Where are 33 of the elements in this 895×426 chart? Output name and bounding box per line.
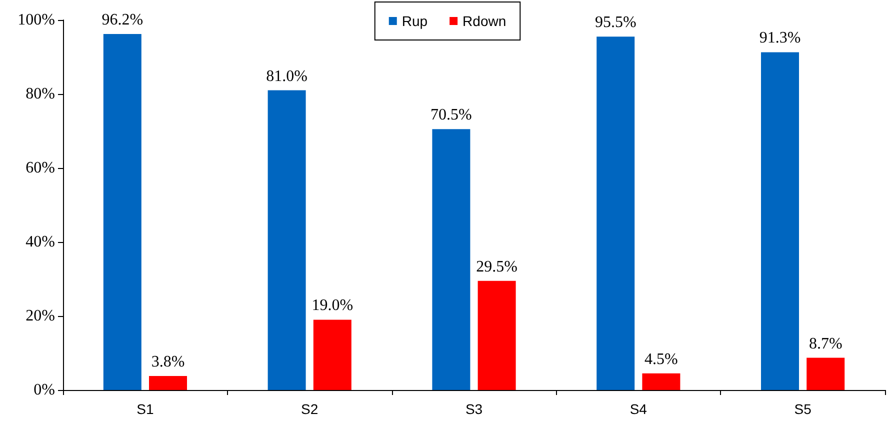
data-label: 29.5% [476,258,518,276]
x-tick-label: S3 [465,401,483,417]
data-label: 96.2% [102,12,144,29]
data-label: 3.8% [151,353,185,370]
y-tick-label: 40% [26,234,55,250]
data-label: 91.3% [759,30,801,47]
x-tick-label: S5 [794,401,812,417]
y-tick-label: 0% [34,382,55,398]
x-tick-label: S4 [630,401,648,417]
bar [761,52,799,390]
bar [268,90,306,390]
data-label: 70.5% [430,106,472,124]
bar [642,373,680,390]
legend-label: Rdown [462,13,506,29]
bar [596,36,635,390]
bar [149,376,187,390]
data-label: 8.7% [808,335,842,352]
x-tick-label: S2 [301,401,318,417]
y-tick-label: 60% [26,160,55,176]
data-label: 19.0% [312,297,354,314]
data-label: 95.5% [594,14,636,32]
data-label: 4.5% [644,350,678,368]
bar [313,320,352,390]
y-tick-label: 80% [26,86,55,102]
y-tick-label: 20% [26,308,55,324]
bar [103,34,142,390]
x-tick-label: S1 [136,401,154,417]
bar [432,129,470,390]
y-tick-label: 100% [18,12,55,28]
bar [478,280,516,390]
data-label: 81.0% [266,68,308,85]
bar [806,358,845,390]
legend-label: Rup [402,13,428,29]
